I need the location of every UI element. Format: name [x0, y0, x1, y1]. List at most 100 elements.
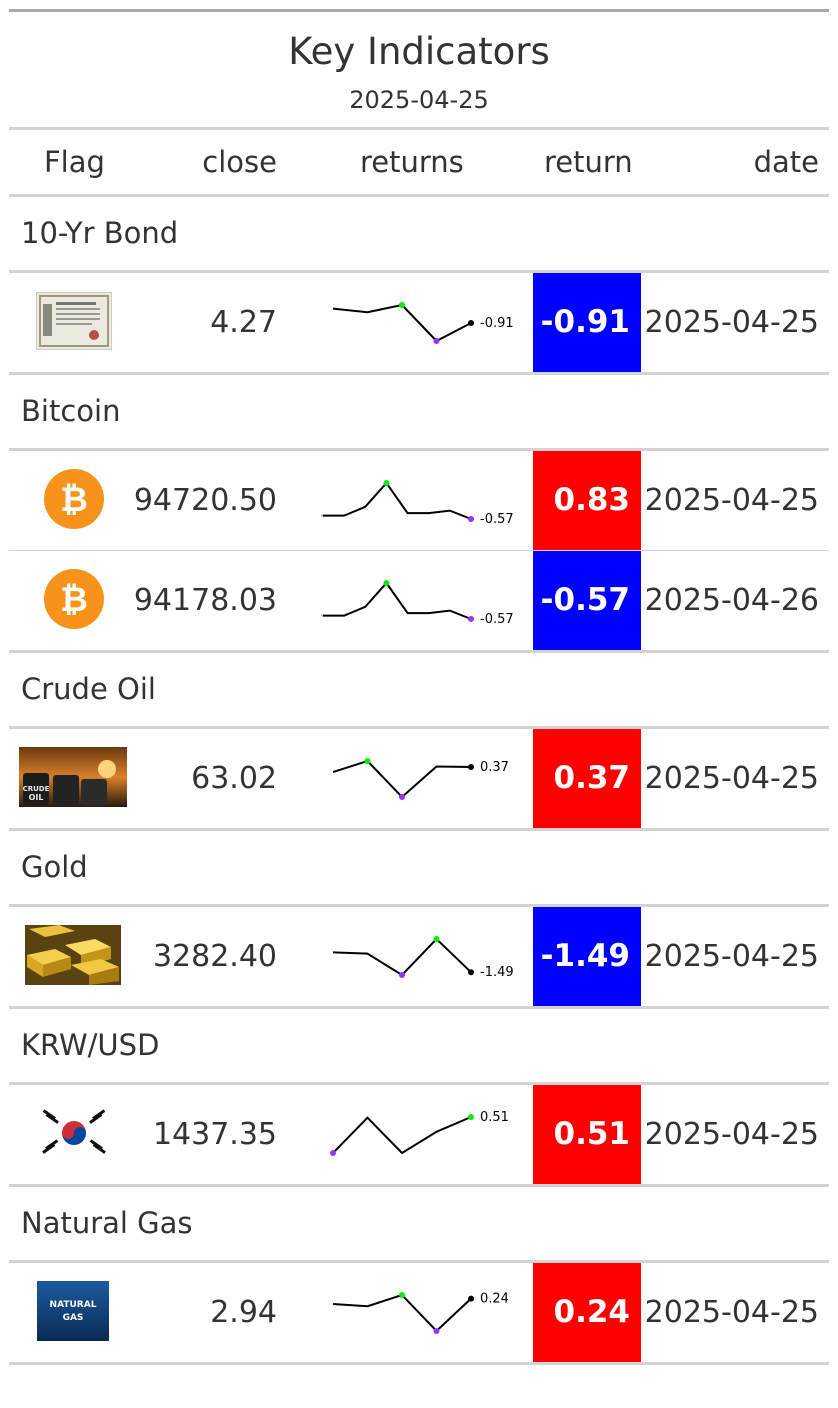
group-header: KRW/USD [9, 1009, 829, 1082]
bitcoin-icon: ₿ [43, 568, 105, 634]
group-header: Crude Oil [9, 653, 829, 726]
close-value: 94178.03 [133, 583, 277, 618]
table-row: CRUDE OIL 63.02 0.37 0.37 2025-04-25 [9, 729, 829, 828]
returns-sparkline: 0.24 [332, 1292, 509, 1334]
sparkline-line [323, 481, 472, 520]
returns-sparkline: 0.51 [330, 1110, 509, 1156]
returns-sparkline-cell: -0.57 [313, 551, 533, 650]
date-value: 2025-04-26 [644, 583, 819, 618]
flag-cell: NATURAL GAS [9, 1263, 137, 1362]
table-body: 10-Yr Bond 4.27 -0.91 -0.91 2025-04-25 Bitco… [9, 197, 829, 1365]
date-value: 2025-04-25 [644, 1117, 819, 1152]
crude-oil-barrels-icon: CRUDE OIL [19, 746, 127, 811]
table-row: 3282.40 -1.49 -1.49 2025-04-25 [9, 907, 829, 1006]
sparkline-max-point [399, 302, 405, 308]
table-title: Key Indicators [288, 30, 550, 73]
svg-text:₿: ₿ [60, 480, 88, 520]
sparkline-last-point [468, 969, 474, 976]
sparkline-min-point [330, 1150, 336, 1156]
flag-cell: ₿ [9, 551, 137, 650]
close-value: 3282.40 [152, 939, 277, 974]
group-label: Crude Oil [21, 672, 156, 706]
sparkline-min-point [468, 516, 474, 522]
column-header-flag: Flag [44, 145, 105, 179]
return-value: 0.24 [533, 1263, 641, 1362]
returns-sparkline-cell: 0.51 [313, 1085, 533, 1184]
bond-certificate-icon [35, 291, 113, 354]
group-rule [9, 270, 829, 273]
close-value: 4.27 [210, 305, 277, 340]
column-header-return: return [544, 145, 633, 179]
table-row: 1437.35 0.51 0.51 2025-04-25 [9, 1085, 829, 1184]
sparkline-min-point [433, 1328, 440, 1334]
svg-text:OIL: OIL [29, 793, 44, 802]
flag-cell [9, 1085, 137, 1184]
header-top-rule [9, 127, 829, 130]
column-header-returns: returns [360, 145, 464, 179]
svg-text:NATURAL: NATURAL [50, 1300, 97, 1310]
group-bottom-rule [9, 372, 829, 375]
group-rule [9, 448, 829, 451]
gold-bars-icon [25, 924, 121, 989]
group-rule [9, 726, 829, 729]
date-value: 2025-04-25 [644, 305, 819, 340]
return-value: 0.37 [533, 729, 641, 828]
sparkline-last-value-label: -0.91 [480, 316, 514, 331]
table-row: 4.27 -0.91 -0.91 2025-04-25 [9, 273, 829, 372]
table-row: NATURAL GAS 2.94 0.24 0.24 2025-04-25 [9, 1263, 829, 1362]
column-header-row: Flag close returns return date [9, 130, 829, 194]
sparkline-max-point [468, 1114, 474, 1120]
bitcoin-icon: ₿ [43, 468, 105, 534]
sparkline-last-value-label: -0.57 [480, 512, 514, 527]
group-label: Bitcoin [21, 394, 121, 428]
group-label: Gold [21, 850, 88, 884]
svg-text:GAS: GAS [63, 1313, 84, 1323]
flag-cell: ₿ [9, 451, 137, 550]
group-header: 10-Yr Bond [9, 197, 829, 270]
sparkline-max-point [433, 936, 440, 942]
sparkline-line [332, 937, 472, 977]
close-value: 2.94 [210, 1295, 277, 1330]
sparkline-last-point [468, 320, 474, 326]
date-value: 2025-04-25 [644, 483, 819, 518]
sparkline-line [323, 581, 472, 620]
close-value: 63.02 [191, 761, 277, 796]
sparkline-min-point [399, 972, 405, 978]
sparkline-last-value-label: 0.51 [480, 1110, 509, 1125]
sparkline-max-point [399, 1292, 405, 1298]
sparkline-max-point [383, 480, 390, 486]
sparkline-line [332, 303, 472, 343]
returns-sparkline-cell: -0.91 [313, 273, 533, 372]
flag-cell: CRUDE OIL [9, 729, 137, 828]
sparkline-last-value-label: -0.57 [480, 612, 514, 627]
group-header: Natural Gas [9, 1187, 829, 1260]
returns-sparkline: -1.49 [332, 936, 514, 980]
group-rule [9, 1260, 829, 1263]
returns-sparkline-cell: -0.57 [313, 451, 533, 550]
returns-sparkline-cell: -1.49 [313, 907, 533, 1006]
return-value: 0.51 [533, 1085, 641, 1184]
return-value: 0.83 [533, 451, 641, 550]
table-subtitle: 2025-04-25 [349, 86, 489, 114]
svg-text:₿: ₿ [60, 580, 88, 620]
returns-sparkline: -0.57 [321, 480, 514, 527]
column-header-close: close [202, 145, 277, 179]
group-rule [9, 904, 829, 907]
sparkline-max-point [364, 758, 371, 764]
sparkline-last-point [468, 763, 474, 770]
sparkline-last-value-label: -1.49 [480, 965, 514, 980]
date-value: 2025-04-25 [644, 1295, 819, 1330]
group-label: Natural Gas [21, 1206, 193, 1240]
group-bottom-rule [9, 1184, 829, 1187]
return-value: -0.57 [533, 551, 641, 650]
sparkline-last-value-label: 0.37 [480, 760, 509, 775]
key-indicators-table: Key Indicators 2025-04-25 Flag close ret… [9, 9, 829, 1365]
group-bottom-rule [9, 1006, 829, 1009]
returns-sparkline: 0.37 [332, 758, 509, 800]
date-value: 2025-04-25 [644, 761, 819, 796]
group-header: Bitcoin [9, 375, 829, 448]
group-bottom-rule [9, 650, 829, 653]
date-value: 2025-04-25 [644, 939, 819, 974]
group-label: KRW/USD [21, 1028, 160, 1062]
sparkline-line [332, 1116, 472, 1155]
